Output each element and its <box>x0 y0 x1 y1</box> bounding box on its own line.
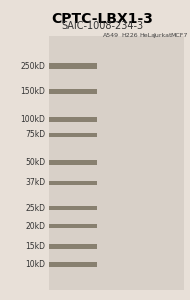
Bar <box>49 89 97 94</box>
Bar <box>49 63 97 69</box>
Bar <box>49 206 97 210</box>
Text: 25kD: 25kD <box>25 204 45 213</box>
Bar <box>49 181 97 185</box>
Text: MCF7: MCF7 <box>170 33 188 38</box>
Text: 50kD: 50kD <box>25 158 45 167</box>
Text: H226: H226 <box>121 33 138 38</box>
Bar <box>49 36 184 290</box>
Text: 100kD: 100kD <box>20 115 45 124</box>
Bar <box>49 262 97 267</box>
Bar <box>49 244 97 249</box>
Text: 20kD: 20kD <box>25 222 45 231</box>
Bar <box>49 160 97 165</box>
Text: 15kD: 15kD <box>25 242 45 251</box>
Text: Jurkat: Jurkat <box>153 33 172 38</box>
Bar <box>49 117 97 122</box>
Text: 75kD: 75kD <box>25 130 45 139</box>
Bar <box>49 133 97 137</box>
Text: 10kD: 10kD <box>25 260 45 269</box>
Text: A549: A549 <box>103 33 119 38</box>
Text: 37kD: 37kD <box>25 178 45 188</box>
Text: 150kD: 150kD <box>20 87 45 96</box>
Text: CPTC-LBX1-3: CPTC-LBX1-3 <box>51 12 153 26</box>
Text: SAIC-1008-234-3: SAIC-1008-234-3 <box>61 21 143 31</box>
Text: 250kD: 250kD <box>20 61 45 70</box>
Text: HeLa: HeLa <box>140 33 156 38</box>
Bar <box>49 224 97 229</box>
